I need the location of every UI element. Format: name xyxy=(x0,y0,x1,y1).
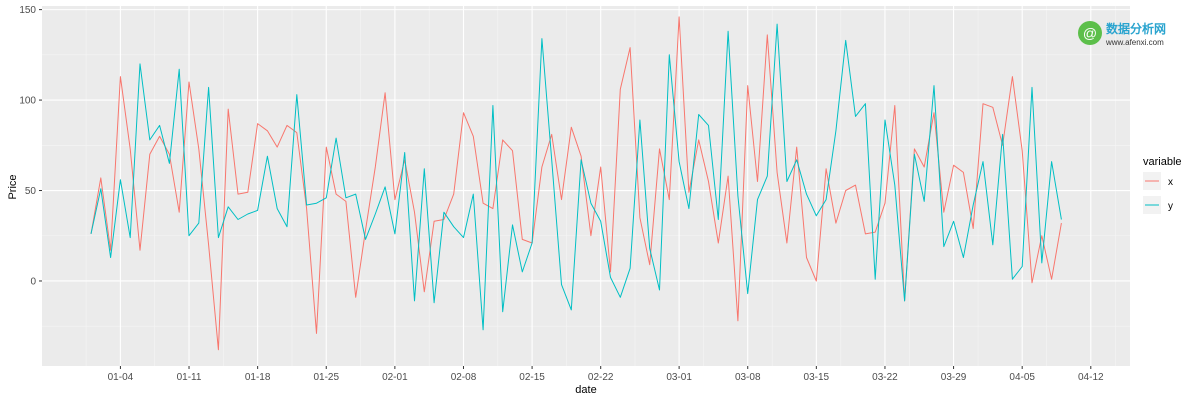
series-layer xyxy=(90,16,1062,351)
x-tick-label: 04-05 xyxy=(1009,372,1035,383)
watermark: @ 数据分析网 www.afenxi.com xyxy=(1078,21,1166,47)
y-tick-label: 100 xyxy=(19,96,36,107)
legend-title: variable xyxy=(1143,156,1182,168)
legend-label-y: y xyxy=(1168,201,1173,212)
legend-item-y: y xyxy=(1143,196,1173,214)
y-tick-label: 150 xyxy=(19,5,36,16)
x-tick-label: 04-12 xyxy=(1078,372,1104,383)
x-tick-label: 03-01 xyxy=(666,372,692,383)
x-tick-label: 03-29 xyxy=(941,372,967,383)
x-axis: 01-04 01-11 01-18 01-25 02-01 02-08 02-15 02-22… xyxy=(108,366,1104,383)
watermark-brand-cn: 数据分析网 xyxy=(1106,21,1166,36)
x-tick-label: 01-11 xyxy=(177,372,202,383)
x-axis-title: date xyxy=(575,384,596,396)
legend-label-x: x xyxy=(1168,177,1173,188)
x-tick-label: 02-01 xyxy=(382,372,408,383)
watermark-logo-icon xyxy=(1078,21,1102,45)
x-tick-label: 02-22 xyxy=(588,372,614,383)
y-tick-label: 0 xyxy=(30,276,36,287)
x-tick-label: 02-08 xyxy=(451,372,477,383)
x-tick-label: 03-15 xyxy=(804,372,830,383)
series-line-x xyxy=(90,16,1062,351)
watermark-logo-glyph: @ xyxy=(1083,25,1097,41)
watermark-brand-en: www.afenxi.com xyxy=(1105,38,1164,47)
y-axis: 0 50 100 150 xyxy=(19,5,42,287)
plot-panel xyxy=(42,6,1130,366)
legend-item-x: x xyxy=(1143,172,1173,190)
y-tick-label: 50 xyxy=(25,186,37,197)
y-axis-title: Price xyxy=(7,174,19,199)
series-line-y xyxy=(90,23,1062,331)
x-tick-label: 03-22 xyxy=(872,372,898,383)
x-tick-label: 02-15 xyxy=(519,372,545,383)
x-tick-label: 01-18 xyxy=(245,372,271,383)
x-tick-label: 01-25 xyxy=(313,372,339,383)
legend: variable x y xyxy=(1143,156,1182,214)
x-tick-label: 01-04 xyxy=(108,372,134,383)
x-tick-label: 03-08 xyxy=(735,372,761,383)
